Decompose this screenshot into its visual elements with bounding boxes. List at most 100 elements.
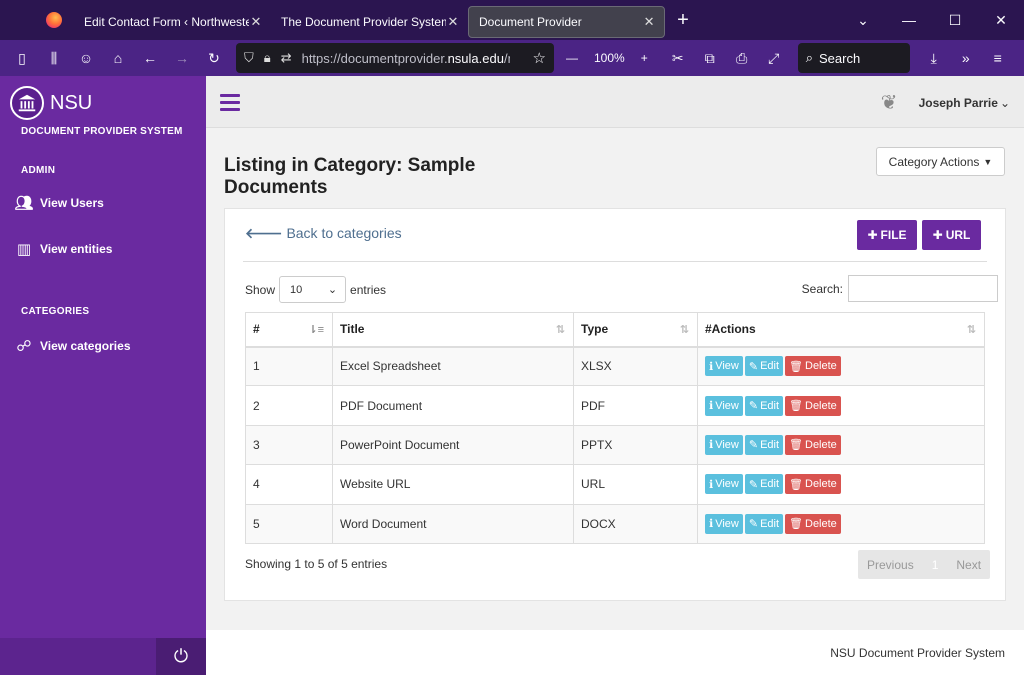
cell-actions: ℹ View ✎ Edit 🗑︎ Delete — [697, 503, 985, 544]
tab-title: Document Provider — [479, 15, 582, 29]
column-header-type[interactable]: Type ⇅ — [573, 312, 698, 348]
sidebar-item-view-categories[interactable]: ☍ View categories — [0, 337, 206, 355]
search-icon: ⌕ — [805, 50, 813, 65]
lock-icon[interactable]: 🔒︎ — [263, 50, 271, 65]
delete-button[interactable]: 🗑︎ Delete — [785, 356, 841, 377]
tab-list-chevron-icon[interactable]: ⌄ — [857, 11, 869, 28]
cell-actions: ℹ View ✎ Edit 🗑︎ Delete — [697, 385, 985, 426]
delete-button[interactable]: 🗑︎ Delete — [785, 513, 841, 534]
cell-actions: ℹ View ✎ Edit 🗑︎ Delete — [697, 424, 985, 466]
zoom-out-icon[interactable]: — — [566, 51, 578, 65]
bookmark-star-icon[interactable]: ☆ — [532, 50, 546, 67]
caret-down-icon: ▼ — [983, 156, 993, 167]
browser-tab-active[interactable]: Document Provider ✕ — [468, 6, 665, 38]
view-button[interactable]: ℹ View — [705, 395, 743, 416]
edit-label: Edit — [760, 399, 780, 412]
view-label: View — [715, 360, 739, 373]
arrow-left-icon: 🡐 — [245, 225, 283, 241]
tab-title: The Document Provider System – NS — [281, 15, 446, 29]
extensions-icon[interactable]: ⧉ — [704, 49, 715, 66]
edit-button[interactable]: ✎ Edit — [744, 513, 784, 534]
sidebar-toggle-icon[interactable]: ▯ — [18, 49, 26, 66]
permissions-icon[interactable]: ⇄ — [280, 50, 292, 65]
previous-page-button[interactable]: Previous — [867, 557, 914, 572]
library-icon[interactable]: ⫼ — [50, 49, 58, 66]
edit-button[interactable]: ✎ Edit — [744, 434, 784, 455]
power-icon[interactable]: ⏻ — [156, 638, 206, 675]
cell-number: 1 — [245, 345, 333, 387]
hamburger-menu-icon[interactable] — [220, 94, 240, 115]
maximize-icon[interactable]: ☐ — [948, 11, 962, 28]
forward-arrow-icon[interactable]: → — [175, 50, 189, 66]
account-icon[interactable]: ☺ — [78, 50, 94, 66]
menu-icon[interactable]: ≡ — [993, 50, 1002, 66]
print-icon[interactable]: ⎙ — [736, 49, 748, 66]
zoom-in-icon[interactable]: + — [640, 51, 648, 65]
browser-tab[interactable]: Edit Contact Form ‹ Northwestern St ✕ — [74, 6, 271, 38]
firefox-icon[interactable] — [34, 0, 74, 40]
fullscreen-icon[interactable]: ⤢ — [768, 49, 780, 66]
user-menu[interactable]: ❦ Joseph Parrie ⌄ — [881, 90, 1010, 116]
search-label: Search: — [801, 281, 843, 296]
column-header-title[interactable]: Title ⇅ — [332, 312, 574, 348]
edit-button[interactable]: ✎ Edit — [744, 395, 784, 416]
trash-icon: 🗑︎ — [789, 360, 803, 373]
show-label: Show — [245, 282, 276, 297]
sidebar-item-label: View Users — [40, 196, 104, 210]
footer-text: NSU Document Provider System — [830, 646, 1005, 660]
close-window-icon[interactable]: ✕ — [995, 11, 1007, 28]
zoom-level[interactable]: 100% — [594, 51, 625, 65]
current-page-button[interactable]: 1 — [931, 557, 939, 572]
overflow-chevron-icon[interactable]: » — [961, 50, 970, 66]
view-button[interactable]: ℹ View — [705, 356, 743, 377]
cell-number: 5 — [245, 503, 333, 544]
back-arrow-icon[interactable]: ← — [143, 50, 157, 66]
chevron-down-icon: ⌄ — [999, 96, 1010, 110]
trash-icon: 🗑︎ — [789, 478, 803, 491]
browser-search-field[interactable]: ⌕ Search — [797, 43, 910, 73]
reload-icon[interactable]: ↻ — [208, 49, 220, 66]
column-label: # — [253, 322, 260, 337]
shield-icon[interactable]: ⛉ — [244, 50, 254, 65]
browser-tab[interactable]: The Document Provider System – NS ✕ — [271, 6, 468, 38]
table-info: Showing 1 to 5 of 5 entries — [245, 557, 388, 571]
close-tab-icon[interactable]: ✕ — [447, 14, 459, 29]
minimize-icon[interactable]: — — [902, 11, 916, 28]
screenshot-icon[interactable]: ✂ — [671, 49, 684, 66]
entries-select[interactable]: 10 ⌄ — [279, 276, 347, 303]
url-bar[interactable]: ⛉ 🔒︎ ⇄ https://documentprovider.nsula.ed… — [236, 43, 554, 73]
search-input[interactable] — [848, 275, 998, 302]
column-header-number[interactable]: # ⇂≡ — [245, 312, 333, 348]
sidebar-item-view-entities[interactable]: ▥ View entities — [0, 240, 206, 258]
sidebar-item-view-users[interactable]: 👥︎ View Users — [0, 194, 206, 212]
divider — [243, 261, 987, 262]
view-label: View — [715, 517, 739, 530]
close-tab-icon[interactable]: ✕ — [643, 14, 655, 29]
users-icon: 👥︎ — [14, 195, 34, 212]
view-button[interactable]: ℹ View — [705, 474, 743, 495]
back-to-categories-link[interactable]: 🡐 Back to categories — [245, 225, 402, 242]
info-icon: ℹ — [709, 439, 714, 452]
new-tab-icon[interactable]: + — [677, 8, 689, 31]
delete-button[interactable]: 🗑︎ Delete — [785, 434, 841, 455]
cell-title: Word Document — [332, 503, 574, 544]
delete-button[interactable]: 🗑︎ Delete — [785, 395, 841, 416]
sidebar-footer: ⏻ — [0, 638, 206, 675]
add-url-button[interactable]: ✚ URL — [922, 220, 981, 250]
add-file-button[interactable]: ✚ FILE — [857, 220, 917, 250]
edit-button[interactable]: ✎ Edit — [744, 356, 784, 377]
home-icon[interactable]: ⌂ — [113, 50, 123, 66]
edit-button[interactable]: ✎ Edit — [744, 474, 784, 495]
brand[interactable]: NSU — [0, 76, 206, 120]
column-header-actions[interactable]: #Actions ⇅ — [697, 312, 985, 348]
view-button[interactable]: ℹ View — [705, 513, 743, 534]
cell-number: 4 — [245, 464, 333, 505]
cell-title: Website URL — [332, 464, 574, 505]
view-button[interactable]: ℹ View — [705, 434, 743, 455]
next-page-button[interactable]: Next — [956, 557, 982, 572]
delete-button[interactable]: 🗑︎ Delete — [785, 474, 841, 495]
trash-icon: 🗑︎ — [789, 400, 803, 413]
category-actions-dropdown[interactable]: Category Actions ▼ — [876, 147, 1005, 176]
downloads-icon[interactable]: ⤓ — [930, 49, 937, 66]
close-tab-icon[interactable]: ✕ — [250, 14, 262, 29]
